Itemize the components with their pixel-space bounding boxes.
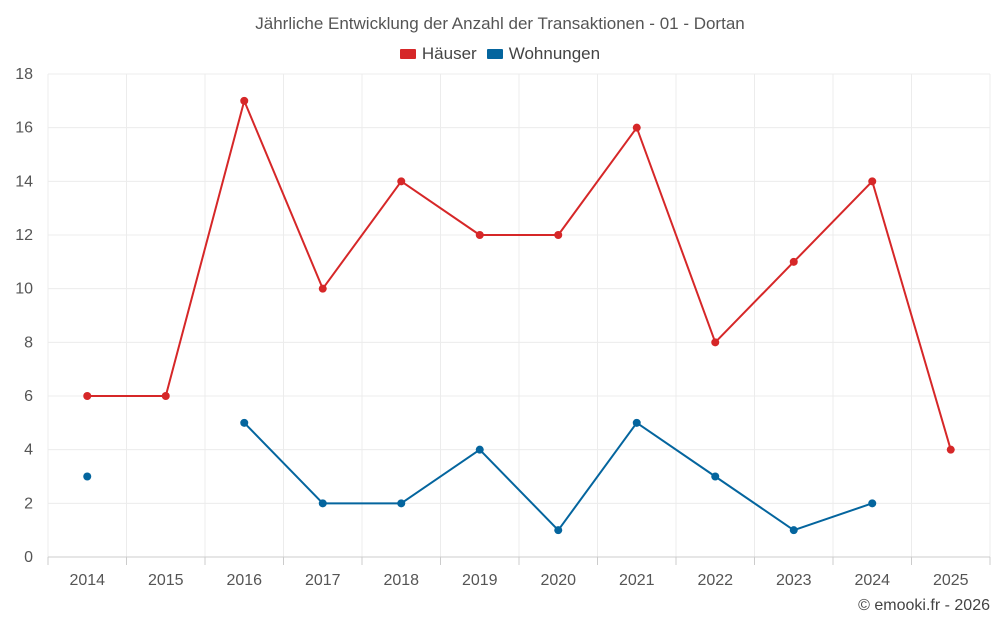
x-tick-label: 2024 — [854, 572, 890, 589]
data-point — [397, 177, 406, 186]
data-point — [868, 177, 877, 186]
y-tick-label: 12 — [15, 227, 33, 244]
x-tick-label: 2017 — [305, 572, 341, 589]
data-point — [83, 392, 92, 400]
y-tick-label: 10 — [15, 281, 33, 298]
data-point — [240, 96, 249, 105]
y-tick-label: 8 — [24, 334, 33, 351]
x-tick-label: 2023 — [776, 572, 812, 589]
data-point — [789, 526, 798, 535]
x-tick-label: 2016 — [226, 572, 262, 589]
legend: Häuser Wohnungen — [0, 44, 1000, 64]
x-tick-label: 2014 — [69, 572, 105, 589]
legend-label-wohnungen: Wohnungen — [508, 44, 601, 63]
data-point — [789, 257, 798, 266]
data-point — [632, 418, 641, 427]
legend-swatch-haeuser — [399, 49, 416, 59]
y-tick-label: 0 — [24, 549, 33, 566]
x-tick-label: 2020 — [540, 572, 576, 589]
series-1 — [83, 418, 877, 535]
data-point — [83, 472, 92, 481]
y-tick-label: 6 — [24, 388, 33, 405]
data-point — [711, 472, 720, 481]
data-point — [318, 284, 327, 293]
data-point — [161, 392, 170, 400]
axis-layer: 0 2 4 6 8 10 12 14 16 18 2014 2015 2016 2017 2018 2019 2… — [15, 66, 991, 589]
data-point — [318, 499, 327, 508]
data-point — [868, 499, 877, 508]
series-line — [243, 421, 873, 532]
copyright-text: © emooki.fr - 2026 — [858, 597, 990, 614]
x-tick-label: 2018 — [383, 572, 419, 589]
legend-item-wohnungen[interactable]: Wohnungen — [486, 44, 601, 64]
chart-title: Jährliche Entwicklung der Anzahl der Tra… — [255, 14, 745, 33]
series-0 — [83, 96, 955, 454]
data-point — [554, 231, 563, 239]
x-tick-label: 2022 — [697, 572, 733, 589]
series-line — [87, 99, 952, 450]
data-point — [240, 418, 249, 427]
data-point — [397, 499, 406, 508]
legend-label-haeuser: Häuser — [421, 44, 477, 63]
x-tick-label: 2021 — [619, 572, 655, 589]
data-point — [554, 526, 563, 535]
legend-item-haeuser[interactable]: Häuser — [399, 44, 477, 64]
x-tick-label: 2025 — [933, 572, 969, 589]
data-point — [632, 123, 641, 132]
y-tick-label: 4 — [24, 442, 33, 459]
data-point — [475, 231, 484, 239]
x-tick-label: 2019 — [462, 572, 498, 589]
x-tick-label: 2015 — [148, 572, 184, 589]
grid-layer — [47, 73, 991, 557]
y-tick-label: 14 — [15, 173, 33, 190]
data-point — [946, 445, 955, 454]
series-layer — [83, 96, 955, 535]
data-point — [475, 445, 484, 454]
y-tick-label: 18 — [15, 66, 33, 83]
y-tick-label: 2 — [24, 495, 33, 512]
legend-swatch-wohnungen — [486, 49, 503, 59]
data-point — [711, 338, 720, 347]
y-tick-label: 16 — [15, 120, 33, 137]
